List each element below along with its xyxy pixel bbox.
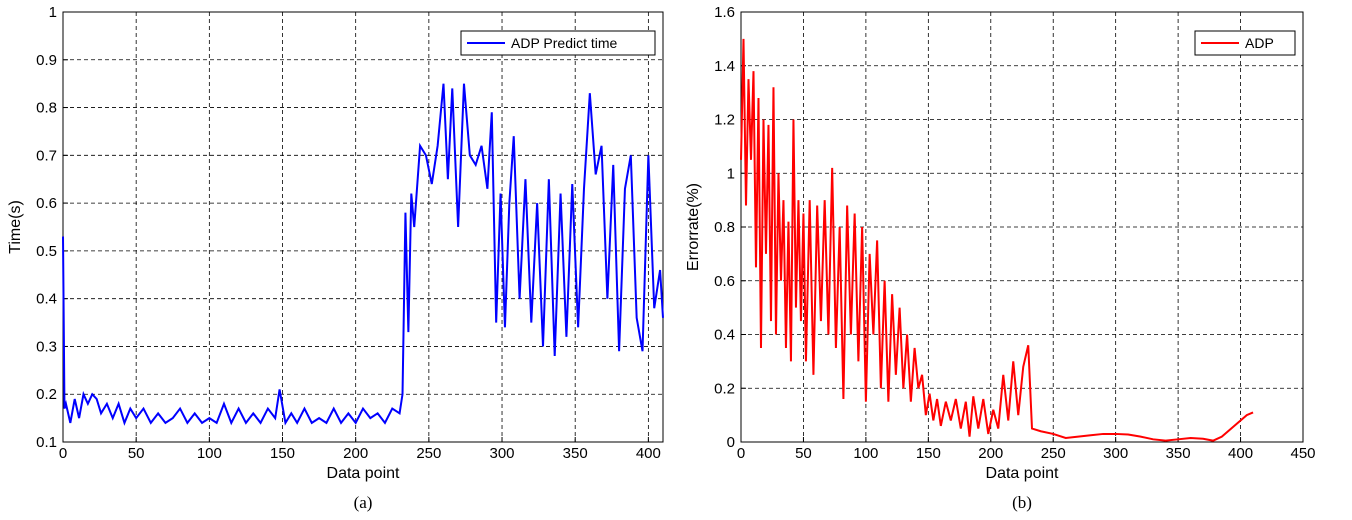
y-tick-label: 0.3 [36, 338, 57, 355]
y-axis-label: Errorrate(%) [685, 183, 702, 271]
caption: (a) [354, 493, 373, 512]
x-tick-label: 250 [1041, 445, 1066, 462]
y-tick-label: 0.6 [36, 195, 57, 212]
plot-frame [62, 11, 664, 443]
y-tick-label: 1.6 [714, 4, 735, 21]
y-tick-label: 0.6 [714, 273, 735, 290]
data-line [740, 38, 1254, 442]
y-tick-label: 0 [727, 434, 735, 451]
x-tick-label: 300 [1103, 445, 1128, 462]
x-tick-label: 150 [270, 445, 295, 462]
x-tick-label: 50 [128, 445, 145, 462]
y-tick-label: 1 [49, 4, 57, 21]
y-tick-label: 0.5 [36, 243, 57, 260]
y-tick-label: 0.8 [714, 219, 735, 236]
y-tick-label: 1.2 [714, 112, 735, 129]
x-tick-label: 0 [59, 445, 67, 462]
x-tick-label: 400 [1228, 445, 1253, 462]
data-line [62, 83, 664, 426]
x-tick-label: 350 [1166, 445, 1191, 462]
legend: ADP [1194, 30, 1296, 56]
x-tick-label: 150 [916, 445, 941, 462]
y-tick-label: 1 [727, 165, 735, 182]
y-tick-label: 1.4 [714, 58, 735, 75]
x-tick-label: 250 [416, 445, 441, 462]
x-axis-label: Data point [327, 465, 400, 482]
x-tick-label: 300 [490, 445, 515, 462]
y-tick-label: 0.4 [714, 327, 735, 344]
y-tick-label: 0.2 [714, 380, 735, 397]
caption: (b) [1012, 493, 1032, 512]
legend: ADP Predict time [460, 30, 656, 56]
legend-label: ADP [1245, 35, 1274, 51]
x-tick-label: 350 [563, 445, 588, 462]
y-tick-label: 0.2 [36, 386, 57, 403]
y-tick-label: 0.4 [36, 291, 57, 308]
x-tick-label: 200 [343, 445, 368, 462]
y-tick-label: 0.8 [36, 100, 57, 117]
plot-frame [740, 11, 1304, 443]
x-tick-label: 50 [795, 445, 812, 462]
x-tick-label: 100 [853, 445, 878, 462]
x-tick-label: 400 [636, 445, 661, 462]
legend-label: ADP Predict time [511, 35, 618, 51]
y-axis-label: Time(s) [7, 200, 24, 254]
plot-area [63, 12, 663, 442]
y-tick-label: 0.1 [36, 434, 57, 451]
x-tick-label: 200 [978, 445, 1003, 462]
y-tick-label: 0.7 [36, 147, 57, 164]
x-tick-label: 0 [737, 445, 745, 462]
x-tick-label: 100 [197, 445, 222, 462]
x-axis-label: Data point [986, 465, 1059, 482]
x-tick-label: 450 [1290, 445, 1315, 462]
y-tick-label: 0.9 [36, 52, 57, 69]
